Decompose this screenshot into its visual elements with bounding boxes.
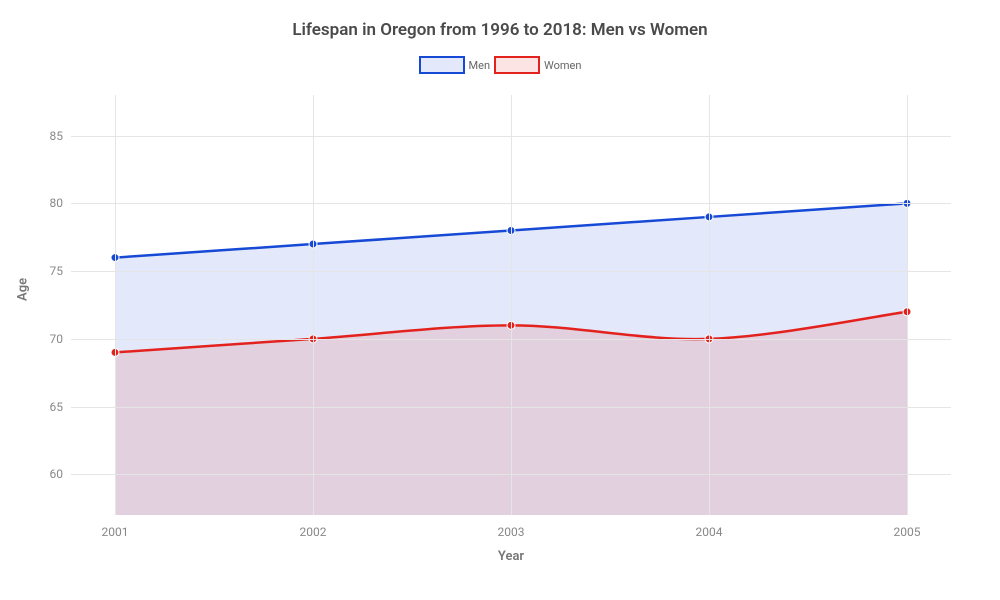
grid-line-v — [709, 95, 710, 515]
legend-item-women[interactable]: Women — [494, 56, 581, 74]
grid-line-v — [115, 95, 116, 515]
y-tick-label: 75 — [33, 264, 63, 278]
x-axis-title: Year — [498, 549, 524, 564]
grid-line-h — [71, 474, 951, 475]
chart-title: Lifespan in Oregon from 1996 to 2018: Me… — [0, 0, 1000, 40]
grid-line-h — [71, 407, 951, 408]
y-tick-label: 80 — [33, 196, 63, 210]
x-tick-label: 2003 — [498, 525, 525, 539]
legend-swatch-women — [494, 56, 540, 74]
x-tick-label: 2001 — [102, 525, 129, 539]
x-tick-label: 2005 — [894, 525, 921, 539]
grid-line-h — [71, 339, 951, 340]
x-tick-label: 2004 — [696, 525, 723, 539]
grid-line-v — [907, 95, 908, 515]
legend-item-men[interactable]: Men — [419, 56, 491, 74]
x-tick-label: 2002 — [300, 525, 327, 539]
y-tick-label: 70 — [33, 332, 63, 346]
legend-label-men: Men — [469, 59, 491, 72]
y-tick-label: 60 — [33, 467, 63, 481]
y-tick-label: 65 — [33, 400, 63, 414]
grid-line-v — [313, 95, 314, 515]
legend-swatch-men — [419, 56, 465, 74]
chart-container: Lifespan in Oregon from 1996 to 2018: Me… — [0, 0, 1000, 600]
legend-label-women: Women — [544, 59, 581, 72]
grid-line-v — [511, 95, 512, 515]
plot-area — [71, 95, 951, 515]
y-tick-label: 85 — [33, 129, 63, 143]
grid-line-h — [71, 203, 951, 204]
grid-line-h — [71, 271, 951, 272]
legend: Men Women — [0, 56, 1000, 74]
y-axis-title: Age — [16, 278, 31, 301]
grid-line-h — [71, 136, 951, 137]
